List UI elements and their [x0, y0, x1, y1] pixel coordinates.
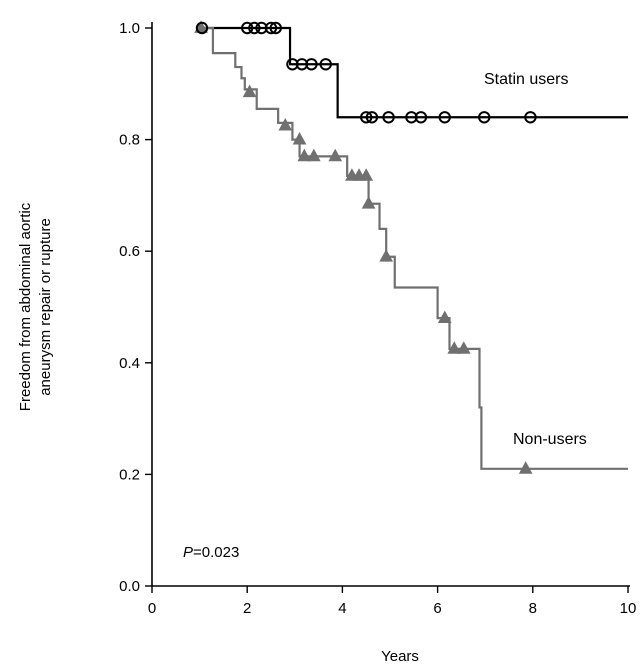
statin-censor-marker	[360, 111, 373, 124]
nonuser-censor-marker	[359, 168, 374, 181]
statin-censor-marker	[241, 21, 254, 35]
nonuser-censor-marker	[361, 196, 376, 209]
x-axis-title: Years	[381, 648, 419, 665]
nonuser-censor-marker	[278, 118, 293, 131]
plot-area	[194, 20, 628, 474]
nonuser-censor-marker	[242, 84, 257, 98]
statin-censor-marker	[414, 111, 428, 124]
x-tick-label: 2	[243, 600, 251, 617]
series-label-non-users: Non-users	[513, 431, 587, 448]
y-axis-title-line: aneurysm repair or rupture	[37, 218, 54, 396]
statin-censor-marker	[195, 21, 209, 35]
x-tick-label: 4	[338, 600, 346, 617]
series-line-non-users	[198, 26, 628, 470]
p-value-annotation: P=0.023	[183, 544, 239, 561]
x-tick-label: 6	[433, 600, 441, 617]
y-tick-label: 0.2	[119, 466, 140, 483]
series-label-statin-users: Statin users	[484, 71, 568, 88]
statin-censor-marker	[264, 21, 278, 35]
statin-censor-marker	[478, 111, 491, 124]
nonuser-censor-marker	[297, 148, 312, 162]
nonuser-censor-marker	[328, 148, 343, 162]
p-value-text: =0.023	[193, 544, 239, 561]
statin-censor-marker	[305, 58, 318, 71]
statin-censor-marker	[269, 21, 282, 35]
statin-censor-marker	[248, 21, 261, 35]
series-line-statin-users	[198, 26, 628, 119]
y-axis-title: Freedom from abdominal aortic aneurysm re…	[17, 202, 54, 411]
nonuser-censor-marker	[447, 341, 462, 354]
statin-censor-marker	[438, 111, 451, 124]
y-axis-title-line: Freedom from abdominal aortic	[17, 202, 34, 411]
x-tick-label: 8	[529, 600, 537, 617]
y-tick-label: 1.0	[119, 20, 140, 37]
y-tick-label: 0.0	[119, 578, 140, 595]
x-tick-label: 0	[148, 600, 156, 617]
statin-censor-marker	[382, 111, 395, 124]
p-value-symbol: P	[183, 544, 193, 561]
nonuser-censor-marker	[292, 131, 307, 145]
x-tick-label: 10	[620, 600, 637, 617]
nonuser-censor-marker	[456, 341, 471, 354]
y-tick-label: 0.4	[119, 355, 140, 372]
nonuser-censor-marker	[306, 148, 321, 162]
y-tick-label: 0.6	[119, 243, 140, 260]
y-tick-label: 0.8	[119, 132, 140, 149]
statin-censor-marker	[365, 111, 379, 124]
axes: 0 2 4 6 8 10 0.0 0.2 0.4 0.6 0.8 1.0	[119, 20, 636, 617]
statin-censor-marker	[319, 58, 332, 71]
nonuser-censor-marker	[437, 310, 452, 324]
nonuser-censor-marker	[379, 249, 394, 262]
statin-censor-marker	[524, 111, 537, 124]
chart-labels: Years Freedom from abdominal aortic aneury…	[17, 71, 587, 665]
nonuser-censor-marker	[518, 461, 533, 474]
